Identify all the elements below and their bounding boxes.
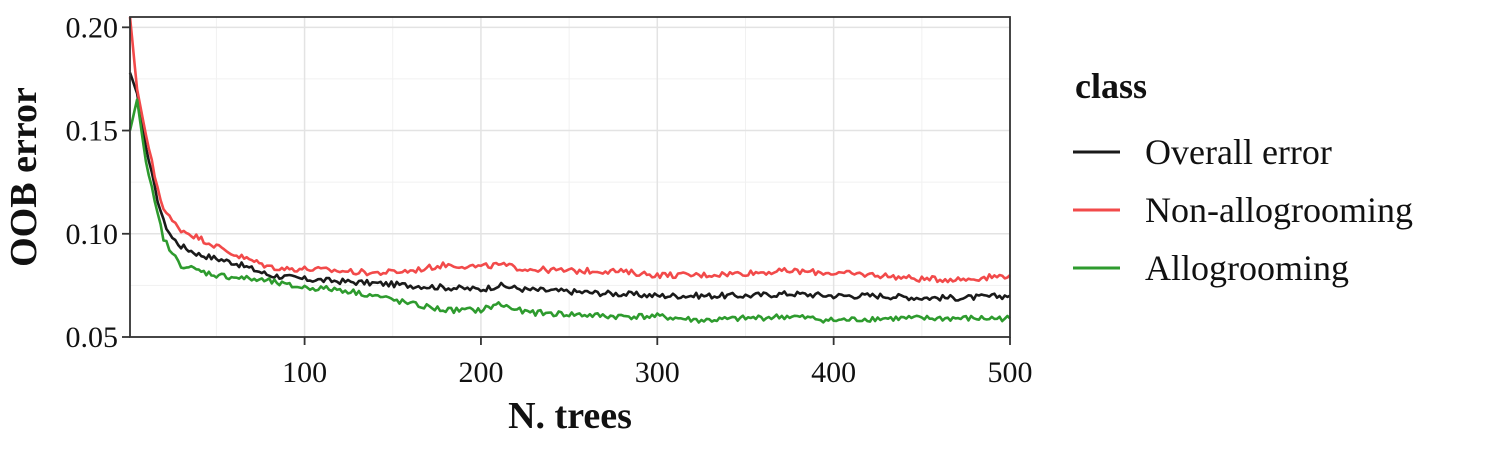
x-axis: 100 200 300 400 500: [282, 337, 1033, 389]
x-tick-label: 300: [635, 356, 680, 389]
legend-items: Overall error Non-allogrooming Allogroomin…: [1073, 132, 1413, 288]
y-axis: 0.05 0.10 0.15 0.20: [66, 11, 130, 354]
legend: class Overall error Non-allogrooming Allog…: [1073, 66, 1413, 288]
legend-label: Non-allogrooming: [1145, 190, 1413, 230]
plot-panel-border: [129, 16, 1011, 338]
y-tick-label: 0.15: [66, 115, 119, 148]
y-tick-label: 0.05: [66, 321, 119, 354]
y-tick-label: 0.20: [66, 11, 119, 44]
y-tick-label: 0.10: [66, 218, 119, 251]
y-axis-title: OOB error: [3, 87, 45, 267]
series-lines: [128, 16, 1011, 324]
x-tick-label: 400: [811, 356, 856, 389]
x-tick-label: 200: [458, 356, 503, 389]
series-line-1: [128, 16, 1011, 284]
legend-title: class: [1075, 66, 1147, 106]
x-tick-label: 500: [988, 356, 1033, 389]
legend-label: Overall error: [1145, 132, 1332, 172]
plot-panel-background: [130, 17, 1010, 337]
series-line-2: [128, 98, 1011, 324]
series-line-0: [128, 72, 1011, 302]
x-axis-title: N. trees: [508, 395, 632, 437]
legend-label: Allogrooming: [1145, 248, 1349, 288]
x-tick-label: 100: [282, 356, 327, 389]
grid-minor: [130, 17, 1010, 337]
